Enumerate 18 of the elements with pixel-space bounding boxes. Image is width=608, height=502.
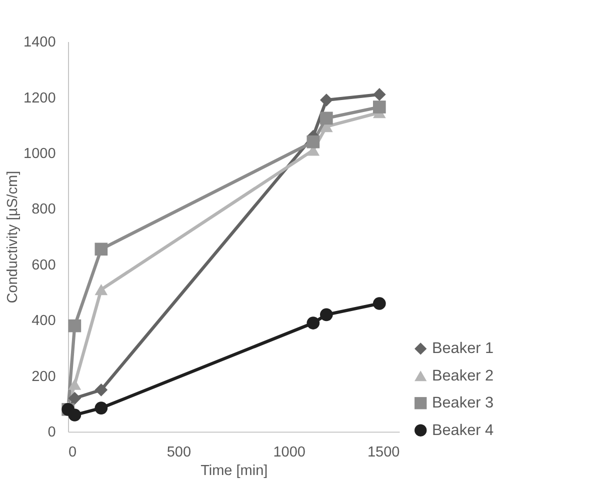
- legend-label: Beaker 4: [432, 422, 494, 439]
- y-tick-label: 1400: [24, 34, 56, 51]
- y-tick-label: 0: [48, 424, 56, 441]
- y-tick-label: 600: [32, 257, 56, 274]
- x-tick-label: 500: [166, 444, 192, 461]
- y-tick-label: 1200: [24, 90, 56, 106]
- y-tick-label: 200: [32, 368, 56, 385]
- y-tick-label: 400: [32, 313, 56, 330]
- legend-label: Beaker 2: [432, 367, 494, 384]
- y-tick-label: 1000: [24, 146, 56, 162]
- x-axis-title: Time [min]: [200, 462, 268, 479]
- y-axis-title: Conductivity [µS/cm]: [5, 170, 22, 304]
- legend-label: Beaker 3: [432, 394, 494, 412]
- x-tick-label: 0: [68, 444, 77, 461]
- x-tick-label: 1000: [273, 444, 306, 461]
- y-tick-label: 800: [32, 202, 56, 218]
- legend-label: Beaker 1: [432, 340, 494, 358]
- x-tick-label: 1500: [367, 444, 400, 461]
